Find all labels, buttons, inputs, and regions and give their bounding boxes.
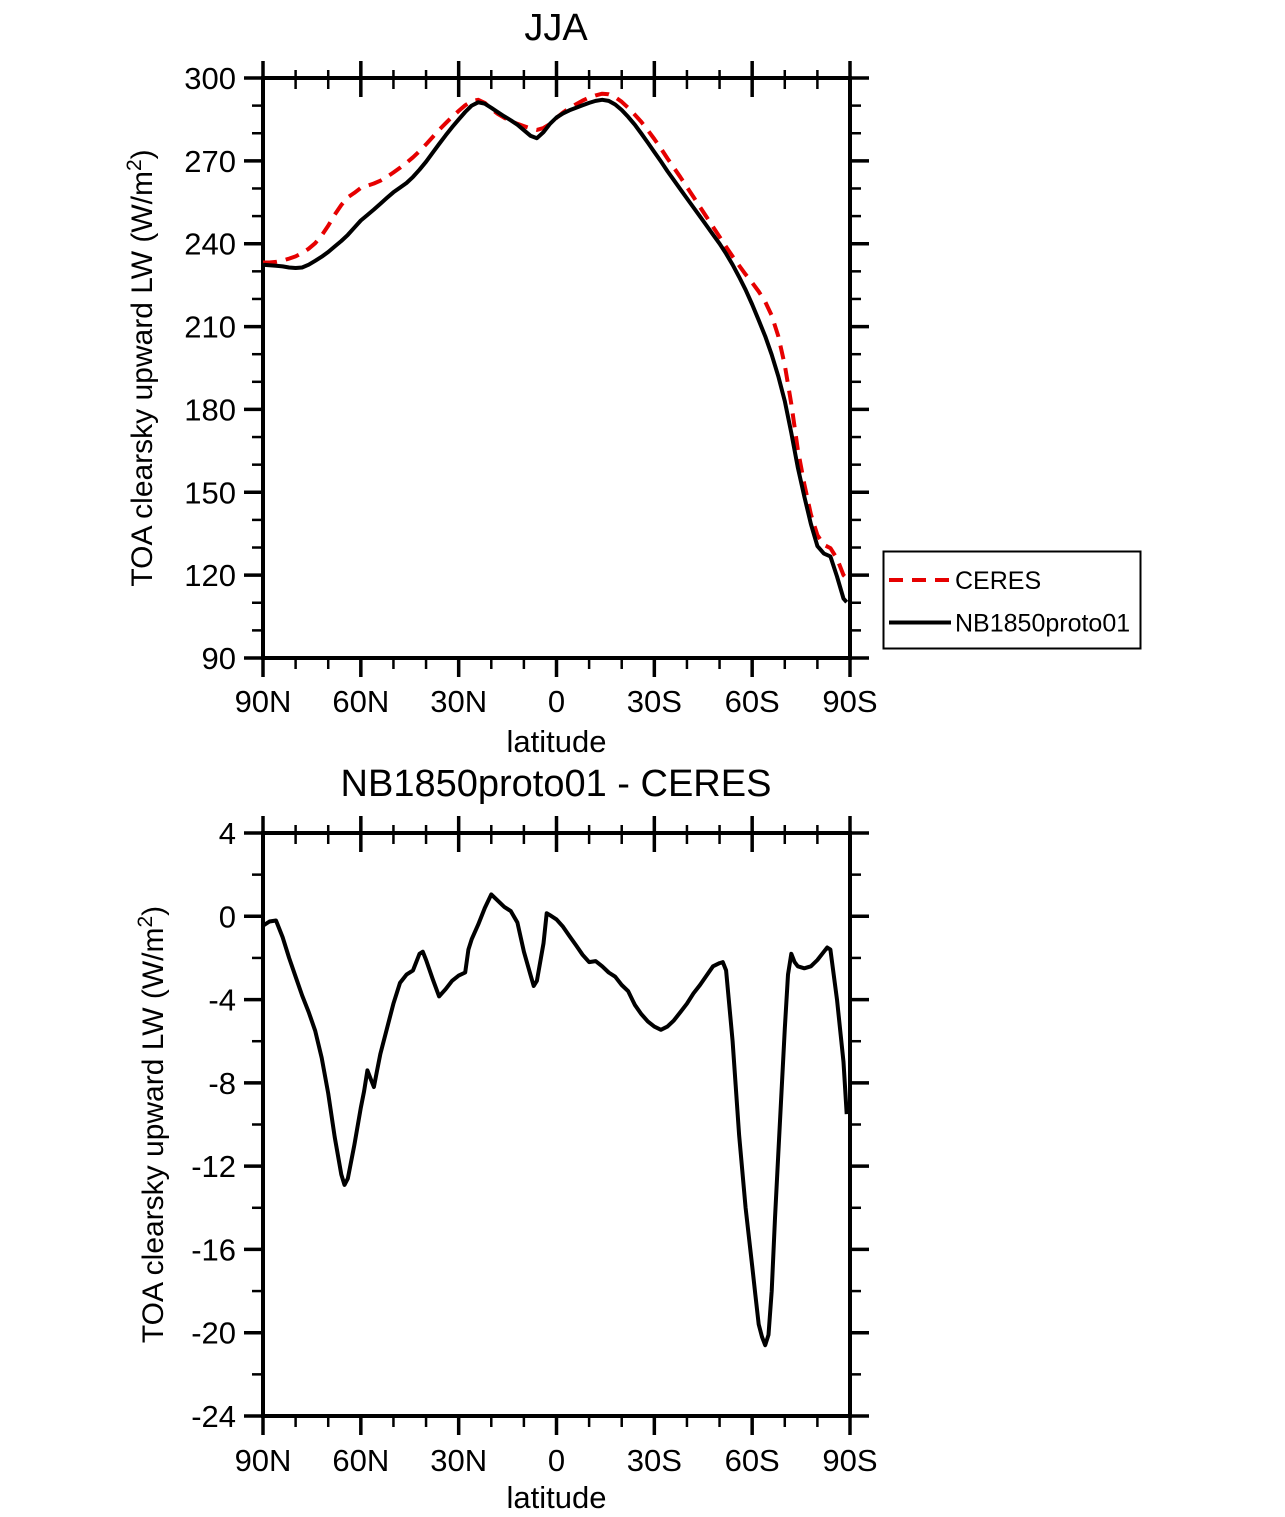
x-tick-label: 90S (822, 1443, 877, 1478)
y-axis-label-superscript: 2 (134, 916, 157, 928)
series-line-nb1850proto01 (262, 97, 849, 604)
y-tick-label: 180 (184, 392, 236, 427)
x-tick-label: 60N (332, 1443, 389, 1478)
y-tick-label: 0 (219, 899, 236, 934)
x-tick-label: 0 (548, 684, 565, 719)
y-tick-label: -12 (191, 1149, 236, 1184)
plot-frame (261, 831, 852, 1418)
x-tick-label: 30S (627, 1443, 682, 1478)
plot-frame (261, 76, 852, 660)
x-tick-label: 60N (332, 684, 389, 719)
x-tick-label: 60S (725, 1443, 780, 1478)
x-tick-label: 30N (430, 684, 487, 719)
y-tick-label: 210 (184, 310, 236, 345)
series-line-nb1850proto01-ceres (261, 892, 849, 1348)
y-tick-label: 120 (184, 558, 236, 593)
panel-title: NB1850proto01 - CERES (341, 763, 772, 805)
y-tick-label: -20 (191, 1316, 236, 1351)
y-axis-label-superscript: 2 (123, 159, 146, 171)
y-tick-label: -16 (191, 1232, 236, 1267)
x-tick-label: 60S (725, 684, 780, 719)
legend-label: NB1850proto01 (955, 610, 1130, 638)
y-tick-label: 90 (202, 641, 236, 676)
y-tick-label: 270 (184, 144, 236, 179)
legend-box (882, 550, 1142, 650)
y-axis-label-base: TOA clearsky upward LW (W/m (137, 928, 170, 1344)
x-axis-label: latitude (507, 724, 607, 759)
y-tick-label: 240 (184, 227, 236, 262)
y-tick-label: -4 (208, 983, 236, 1018)
x-tick-label: 0 (548, 1443, 565, 1478)
legend-label: CERES (955, 567, 1041, 595)
y-tick-label: 300 (184, 61, 236, 96)
y-axis-label-close: ) (126, 149, 159, 159)
y-axis-label: TOA clearsky upward LW (W/m2) (123, 149, 159, 586)
x-axis-label: latitude (507, 1480, 607, 1515)
panel-difference: 4 0 -4 -8 -12 -16 -20 -24 90N 60N 30N 0 30S 60S 90S NB1… (134, 763, 878, 1515)
panel-jja: 300 270 240 210 180 150 120 90 90N 60N 30N 0 30S 60S 9… (123, 7, 1142, 759)
y-tick-label: 4 (219, 816, 236, 851)
x-tick-label: 30N (430, 1443, 487, 1478)
x-tick-label: 90S (822, 684, 877, 719)
y-axis-label-close: ) (137, 906, 170, 916)
y-tick-label: -24 (191, 1399, 236, 1434)
y-tick-label: 150 (184, 475, 236, 510)
x-tick-label: 90N (235, 1443, 292, 1478)
y-axis-label-base: TOA clearsky upward LW (W/m (126, 171, 159, 587)
panel-title: JJA (524, 7, 588, 49)
x-tick-label: 30S (627, 684, 682, 719)
x-tick-label: 90N (235, 684, 292, 719)
y-tick-label: -8 (208, 1066, 236, 1101)
legend: CERES NB1850proto01 (882, 550, 1142, 650)
y-axis-label: TOA clearsky upward LW (W/m2) (134, 906, 170, 1343)
